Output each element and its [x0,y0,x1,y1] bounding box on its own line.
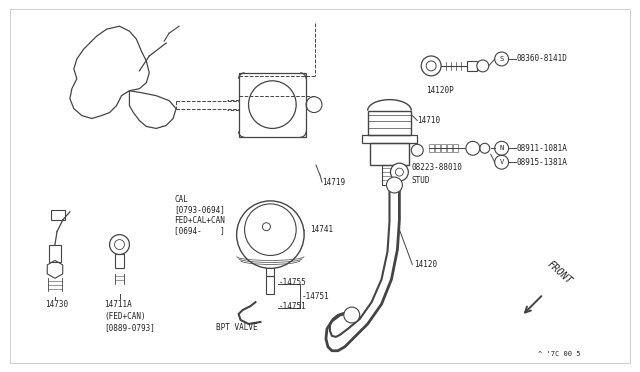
Bar [362,135,417,143]
Text: STUD: STUD [412,176,430,185]
Text: 08223-88010: 08223-88010 [412,163,462,171]
Text: -14751: -14751 [278,302,306,311]
Circle shape [237,201,304,268]
Bar [266,276,275,294]
Bar [429,144,434,152]
Bar [367,110,412,135]
Text: -14751: -14751 [302,292,330,301]
Text: -14755: -14755 [278,278,306,287]
Bar [381,165,397,185]
Text: V: V [499,159,504,165]
Text: 14719: 14719 [322,177,345,186]
Bar [435,144,440,152]
Text: ^ '7C 00 5: ^ '7C 00 5 [538,351,581,357]
Text: BPT VALVE: BPT VALVE [216,323,257,333]
Circle shape [477,60,489,72]
Text: S: S [499,56,504,62]
Text: 08915-1381A: 08915-1381A [516,158,568,167]
Text: (FED+CAN): (FED+CAN) [104,311,147,321]
Text: 14120P: 14120P [426,86,454,95]
Text: 08360-8141D: 08360-8141D [516,54,568,64]
Circle shape [387,177,403,193]
Circle shape [109,235,129,254]
Bar [453,144,458,152]
Text: CAL
[0793-0694]
FED+CAL+CAN
[0694-    ]: CAL [0793-0694] FED+CAL+CAN [0694- ] [174,195,225,235]
Text: 08911-1081A: 08911-1081A [516,144,568,153]
Circle shape [344,307,360,323]
Bar [115,254,124,268]
Text: N: N [499,145,504,151]
Circle shape [466,141,480,155]
Bar [370,143,410,165]
Text: FRONT: FRONT [545,259,574,286]
Bar [49,244,61,262]
Text: [0889-0793]: [0889-0793] [104,323,156,333]
Bar [51,210,65,220]
Bar [239,73,306,137]
Text: 14730: 14730 [45,299,68,309]
Bar [467,61,477,71]
Circle shape [421,56,441,76]
Circle shape [390,163,408,181]
Text: 14120: 14120 [414,260,437,269]
Bar [447,144,452,152]
Text: 14711A: 14711A [104,299,132,309]
Text: 14741: 14741 [310,225,333,234]
Text: 14710: 14710 [417,116,440,125]
Bar [266,262,275,276]
Bar [441,144,446,152]
